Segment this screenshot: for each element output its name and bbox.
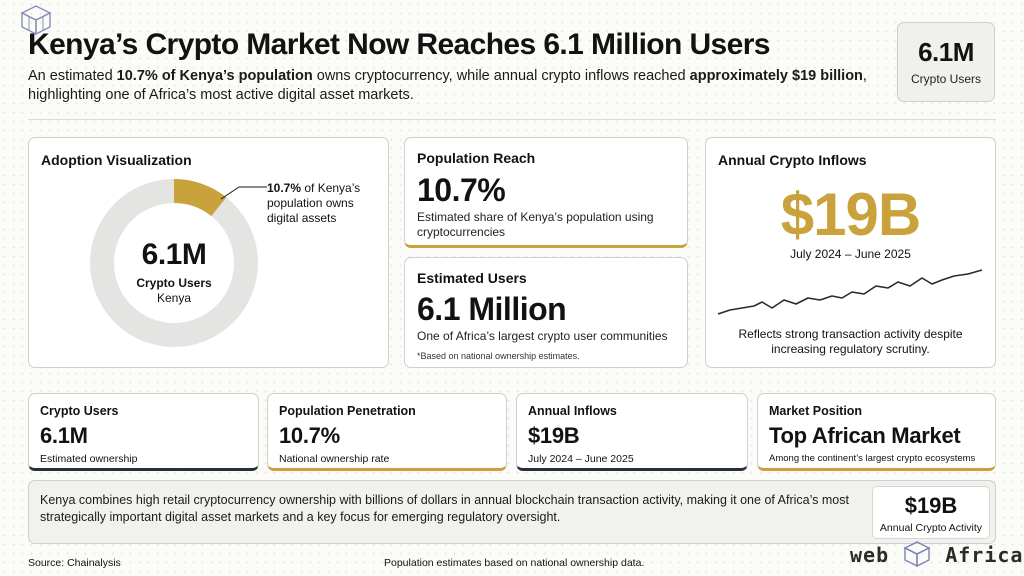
population-reach-value: 10.7% bbox=[417, 172, 506, 208]
subtitle-text: , highlighting one of Africa’s most acti… bbox=[28, 68, 867, 103]
brand-logo-left: web bbox=[850, 543, 890, 567]
annotation-text: of Kenya’s population owns digital asset… bbox=[267, 181, 361, 225]
header-kpi-card: 6.1M Crypto Users bbox=[897, 22, 995, 102]
donut-share-segment bbox=[174, 179, 227, 217]
subtitle-highlight-inflows: approximately $19 billion bbox=[689, 68, 863, 84]
estimated-users-note: *Based on national ownership estimates. bbox=[417, 351, 580, 361]
estimated-users-card: Estimated Users 6.1 Million One of Afric… bbox=[404, 257, 688, 368]
annual-inflows-value: $19B bbox=[780, 181, 921, 248]
population-reach-desc: Estimated share of Kenya’s population us… bbox=[417, 210, 654, 239]
donut-center-label: Crypto Users bbox=[136, 276, 212, 290]
population-note: Population estimates based on national o… bbox=[384, 557, 645, 569]
metric-title: Crypto Users bbox=[40, 404, 119, 418]
subtitle-text: owns cryptocurrency, while annual crypto… bbox=[312, 68, 690, 84]
header-divider bbox=[28, 119, 996, 120]
donut-center-value: 6.1M bbox=[141, 238, 207, 271]
metric-card-population-penetration: Population Penetration 10.7% National ow… bbox=[267, 393, 507, 471]
estimated-users-title: Estimated Users bbox=[417, 270, 527, 286]
metric-title: Population Penetration bbox=[279, 404, 416, 418]
metric-value: $19B bbox=[528, 423, 580, 448]
inflows-trend-sparkline bbox=[718, 269, 983, 315]
adoption-donut-chart bbox=[90, 179, 258, 347]
annual-inflows-desc: Reflects strong transaction activity des… bbox=[738, 327, 963, 356]
adoption-title: Adoption Visualization bbox=[41, 152, 192, 168]
population-reach-title: Population Reach bbox=[417, 150, 536, 166]
subtitle-text: An estimated bbox=[28, 68, 117, 84]
page-title: Kenya’s Crypto Market Now Reaches 6.1 Mi… bbox=[28, 28, 770, 61]
annual-inflows-title: Annual Crypto Inflows bbox=[718, 152, 867, 168]
header-kpi-label: Crypto Users bbox=[910, 72, 981, 86]
summary-text: Kenya combines high retail cryptocurrenc… bbox=[40, 493, 849, 524]
metric-sub: July 2024 – June 2025 bbox=[528, 453, 634, 465]
adoption-annotation: 10.7% of Kenya’s population owns digital… bbox=[267, 181, 387, 226]
summary-kpi-box: $19B Annual Crypto Activity bbox=[872, 486, 990, 539]
metric-sub: National ownership rate bbox=[279, 453, 390, 465]
summary-kpi-value: $19B bbox=[904, 493, 958, 518]
adoption-card: Adoption Visualization 10.7% of Kenya’s … bbox=[28, 137, 389, 368]
metric-title: Annual Inflows bbox=[528, 404, 617, 418]
metric-card-crypto-users: Crypto Users 6.1M Estimated ownership bbox=[28, 393, 259, 471]
source-credit: Source: Chainalysis bbox=[28, 557, 121, 569]
metric-value: Top African Market bbox=[769, 423, 961, 448]
cube-logo-icon bbox=[16, 4, 56, 36]
annual-inflows-range: July 2024 – June 2025 bbox=[790, 247, 911, 261]
donut-center-sublabel: Kenya bbox=[156, 291, 192, 305]
metric-sub: Estimated ownership bbox=[40, 453, 138, 465]
estimated-users-desc: One of Africa’s largest crypto user comm… bbox=[417, 329, 668, 343]
estimated-users-value: 6.1 Million bbox=[417, 291, 567, 327]
summary-kpi-label: Annual Crypto Activity bbox=[879, 522, 983, 534]
header-kpi-value: 6.1M bbox=[918, 37, 974, 67]
metric-card-market-position: Market Position Top African Market Among… bbox=[757, 393, 996, 471]
annual-inflows-card: Annual Crypto Inflows $19B July 2024 – J… bbox=[705, 137, 996, 368]
subtitle-highlight-population: 10.7% of Kenya’s population bbox=[116, 68, 313, 84]
annotation-leader-line bbox=[220, 186, 267, 200]
metric-sub: Among the continent’s largest crypto eco… bbox=[769, 453, 976, 464]
metric-card-annual-inflows: Annual Inflows $19B July 2024 – June 202… bbox=[516, 393, 748, 471]
population-reach-card: Population Reach 10.7% Estimated share o… bbox=[404, 137, 688, 248]
brand-logo-right: Africa bbox=[945, 543, 1024, 567]
page-subtitle: An estimated 10.7% of Kenya’s population… bbox=[28, 67, 868, 105]
metric-value: 10.7% bbox=[279, 423, 340, 448]
annotation-percent: 10.7% bbox=[267, 181, 302, 195]
brand-cube-icon bbox=[903, 541, 931, 568]
metric-title: Market Position bbox=[769, 404, 863, 418]
summary-banner: Kenya combines high retail cryptocurrenc… bbox=[28, 480, 996, 544]
brand-logo: web Africa bbox=[850, 541, 1024, 568]
metric-value: 6.1M bbox=[40, 423, 88, 448]
